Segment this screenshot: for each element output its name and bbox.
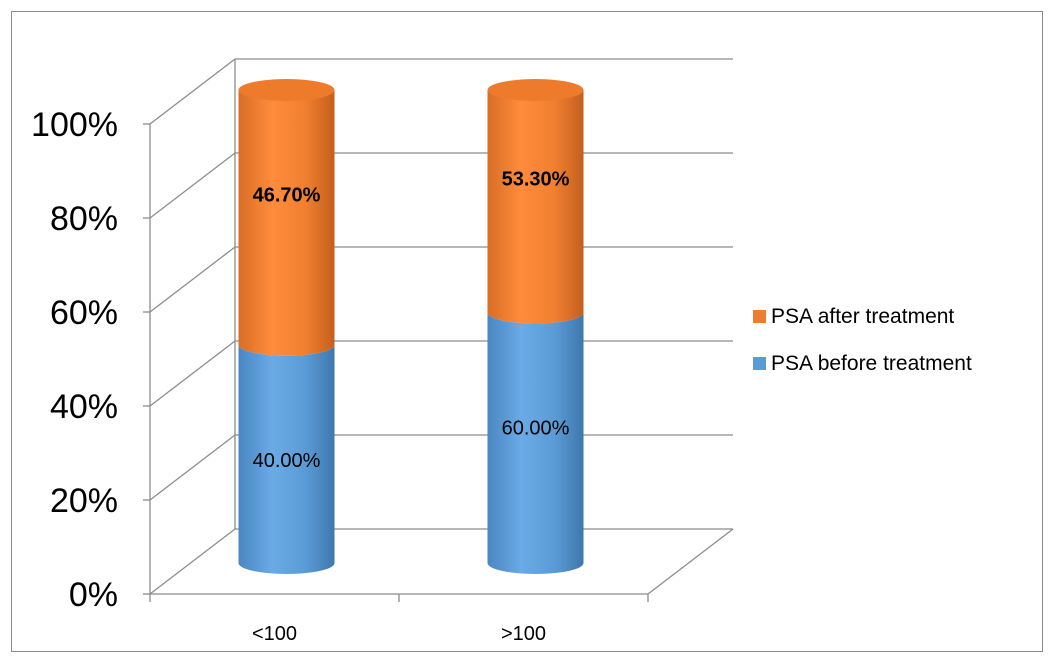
data-label-after-treatment: 53.30%: [502, 168, 570, 190]
y-tick-label: 20%: [50, 482, 118, 520]
y-tick-label: 40%: [50, 388, 118, 426]
bar-segment-before-treatment: [238, 344, 335, 574]
legend-swatch: [753, 357, 766, 370]
x-category-label: >100: [501, 623, 546, 645]
side-wall-gridline: [149, 434, 236, 501]
bar-segment-after-treatment: [238, 90, 335, 356]
data-label-before-treatment: 40.00%: [253, 450, 321, 472]
y-tick-label: 60%: [50, 294, 118, 332]
y-tick-label: 0%: [69, 576, 118, 614]
legend-label: PSA before treatment: [771, 352, 972, 375]
y-tick-label: 100%: [31, 106, 118, 144]
bar-top-cap: [238, 79, 335, 101]
floor-right-edge: [647, 528, 734, 595]
side-wall-gridline: [149, 340, 236, 407]
side-wall-gridline: [149, 58, 236, 125]
legend-label: PSA after treatment: [771, 305, 954, 328]
data-label-before-treatment: 60.00%: [502, 418, 570, 440]
data-label-after-treatment: 46.70%: [253, 184, 321, 206]
side-wall-gridline: [149, 152, 236, 219]
side-wall-gridline: [149, 246, 236, 313]
side-wall-gridline: [149, 528, 236, 595]
x-category-label: <100: [252, 623, 297, 645]
legend-swatch: [753, 310, 766, 323]
bar-top-cap: [487, 79, 584, 101]
bar-segment-before-treatment: [487, 312, 584, 574]
bar-segment-after-treatment: [487, 90, 584, 324]
y-tick-label: 80%: [50, 200, 118, 238]
